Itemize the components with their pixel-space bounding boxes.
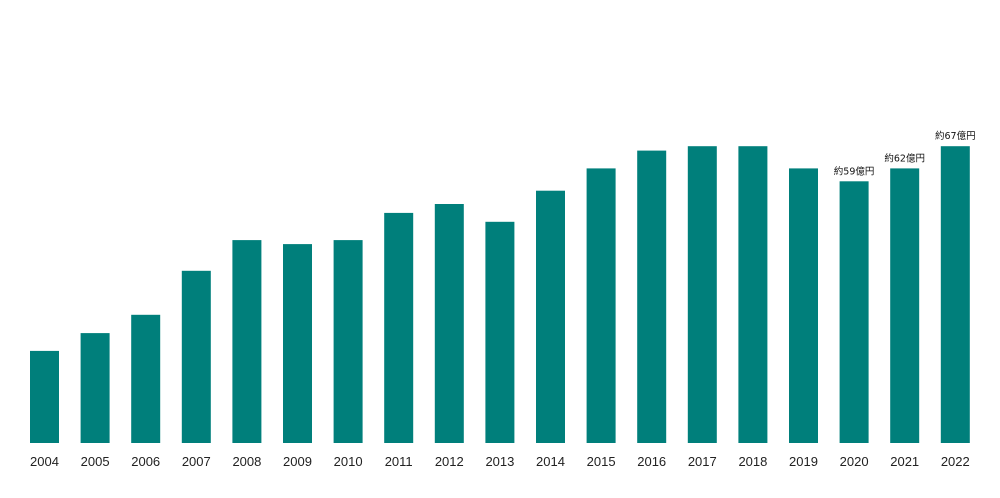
x-tick-label-2013: 2013 [485, 454, 514, 469]
bar-2004 [30, 350, 59, 443]
bar-2014 [536, 190, 565, 443]
x-tick-label-2011: 2011 [385, 454, 413, 469]
x-tick-label-2012: 2012 [435, 454, 464, 469]
x-tick-label-2007: 2007 [182, 454, 211, 469]
x-tick-label-2022: 2022 [941, 454, 970, 469]
x-tick-label-2019: 2019 [789, 454, 818, 469]
bar-2019 [789, 168, 818, 443]
bar-2011 [384, 212, 414, 443]
bar-2013 [485, 221, 515, 443]
x-tick-label-2004: 2004 [30, 454, 59, 469]
bar-2018 [738, 146, 768, 443]
data-label-2020: 約59億円 [834, 165, 875, 177]
bar-2021 [890, 168, 920, 443]
bar-2007 [181, 270, 211, 443]
x-tick-label-2006: 2006 [131, 454, 160, 469]
x-tick-label-2018: 2018 [738, 454, 767, 469]
x-tick-label-2020: 2020 [840, 454, 869, 469]
data-label-2021: 約62億円 [884, 152, 925, 164]
x-tick-label-2014: 2014 [536, 454, 565, 469]
bar-2017 [687, 146, 717, 443]
bar-2009 [283, 244, 312, 443]
bar-2020 [839, 181, 869, 444]
bar-2016 [637, 150, 667, 443]
x-tick-label-2009: 2009 [283, 454, 312, 469]
x-tick-label-2015: 2015 [587, 454, 616, 469]
bar-2015 [586, 168, 616, 443]
x-tick-label-2017: 2017 [688, 454, 717, 469]
bar-2006 [131, 314, 161, 443]
x-tick-label-2005: 2005 [81, 454, 110, 469]
bar-2022 [940, 146, 970, 443]
x-tick-label-2008: 2008 [232, 454, 261, 469]
bar-2012 [434, 204, 464, 443]
x-tick-label-2021: 2021 [890, 454, 919, 469]
x-tick-label-2016: 2016 [637, 454, 666, 469]
x-axis-tick-labels: 2004 2005 2006 2007 2008 2009 2010 2011 2012 2013… [30, 454, 970, 469]
x-tick-label-2010: 2010 [334, 454, 363, 469]
bar-2010 [333, 240, 363, 443]
bar-2008 [232, 240, 262, 443]
bar-2005 [80, 333, 110, 443]
data-label-2022: 約67億円 [935, 130, 976, 142]
bar-group [30, 146, 970, 444]
